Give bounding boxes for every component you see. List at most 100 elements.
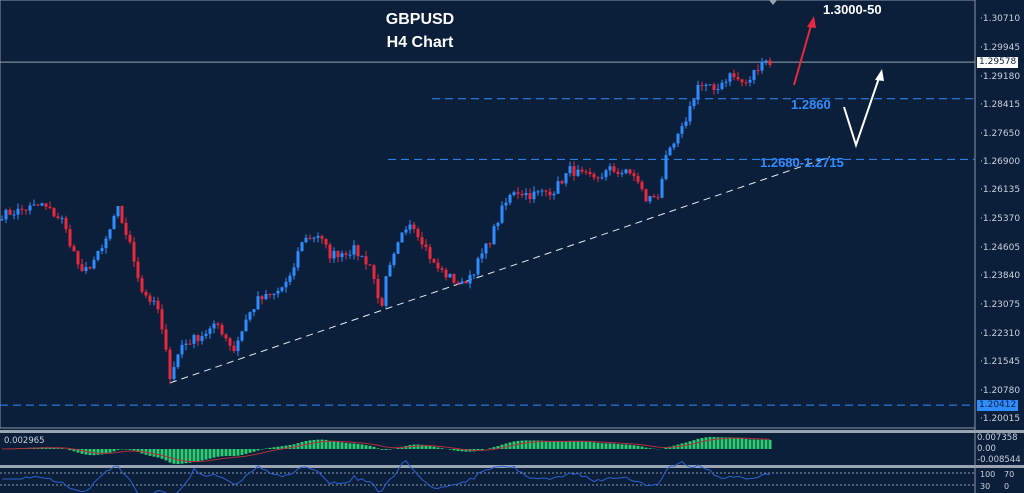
candle-body <box>596 177 600 179</box>
candle-body <box>380 298 384 306</box>
rsi-tick: 30 <box>980 482 991 491</box>
candle-body <box>304 237 308 243</box>
candle-body <box>412 224 416 229</box>
candle-body <box>416 228 420 238</box>
candle-body <box>672 143 676 148</box>
candle-body <box>764 60 768 62</box>
candle-body <box>564 173 568 184</box>
candle-body <box>152 300 156 302</box>
candle-body <box>120 206 124 223</box>
y-tick-label: ·1.21545 <box>980 357 1021 368</box>
y-tick-label: ·1.20780 <box>980 385 1021 396</box>
candle-body <box>136 261 140 279</box>
candle-body <box>256 296 260 310</box>
y-tick-label: ·1.22310 <box>980 328 1021 339</box>
candle-body <box>504 202 508 206</box>
candle-body <box>544 190 548 192</box>
candle-body <box>580 169 584 172</box>
candle-body <box>44 203 48 207</box>
chart-title: GBPUSD <box>385 11 455 28</box>
candle-body <box>240 331 244 341</box>
trendline <box>169 156 831 384</box>
candle-body <box>620 173 624 175</box>
candle-body <box>260 296 264 300</box>
candle-body <box>732 73 736 78</box>
candle-body <box>548 191 552 196</box>
candle-body <box>472 274 476 276</box>
rsi-line <box>2 459 771 493</box>
candle-body <box>712 84 716 90</box>
candle-body <box>220 324 224 335</box>
candle-body <box>40 203 44 206</box>
candle-body <box>436 262 440 269</box>
candle-body <box>324 238 328 245</box>
candle-body <box>312 237 316 239</box>
candle-body <box>696 84 700 100</box>
candle-body <box>484 243 488 254</box>
candle-body <box>252 309 256 313</box>
candle-body <box>612 166 616 172</box>
candle-body <box>500 205 504 223</box>
candle-body <box>684 121 688 126</box>
candle-body <box>432 259 436 263</box>
candle-body <box>400 232 404 243</box>
y-tick-label: ·1.20015 <box>980 414 1021 425</box>
candle-body <box>148 295 152 302</box>
candle-body <box>536 191 540 193</box>
candle-body <box>736 77 740 80</box>
candle-body <box>384 276 388 306</box>
candle-body <box>92 259 96 269</box>
candle-body <box>560 181 564 184</box>
candle-body <box>768 60 772 65</box>
rsi-tick: 100 <box>980 470 996 479</box>
candle-body <box>676 133 680 144</box>
y-tick-label: ·1.30710 <box>980 14 1021 25</box>
candle-body <box>300 242 304 252</box>
candle-body <box>140 278 144 292</box>
level-price-tag: 1.20412 <box>977 399 1019 411</box>
candle-body <box>288 275 292 282</box>
candle-body <box>108 229 112 239</box>
candle-body <box>516 192 520 194</box>
current-price-tag: 1.29578 <box>977 56 1019 68</box>
candle-body <box>464 281 468 284</box>
price-pane-frame <box>0 0 976 429</box>
candle-body <box>604 170 608 178</box>
y-tick-label: ·1.29945 <box>980 42 1021 53</box>
candle-body <box>664 155 668 180</box>
candle-body <box>708 84 712 86</box>
candle-body <box>616 171 620 174</box>
candle-body <box>236 340 240 352</box>
candle-body <box>496 222 500 227</box>
candle-body <box>476 258 480 275</box>
candle-body <box>520 193 524 196</box>
candle-body <box>156 300 160 310</box>
y-tick-label: ·1.26135 <box>980 185 1021 196</box>
candle-body <box>460 281 464 284</box>
candle-body <box>352 245 356 255</box>
candle-body <box>692 99 696 107</box>
candle-body <box>56 216 60 219</box>
candle-body <box>104 238 108 249</box>
candle-body <box>176 354 180 368</box>
candle-body <box>180 344 184 355</box>
candle-body <box>452 273 456 283</box>
rsi-tick: 70 <box>1004 470 1015 479</box>
candle-body <box>588 171 592 175</box>
candle-body <box>20 208 24 210</box>
candle-body <box>720 82 724 89</box>
y-tick-label: ·1.25370 <box>980 214 1021 225</box>
candle-body <box>284 281 288 288</box>
candle-body <box>576 169 580 176</box>
candle-body <box>80 264 84 272</box>
candle-body <box>332 250 336 259</box>
v-arrow-white <box>843 74 881 149</box>
candle-body <box>216 323 220 325</box>
candle-body <box>348 254 352 256</box>
candle-body <box>404 229 408 233</box>
candle-body <box>680 125 684 134</box>
candle-body <box>232 345 236 352</box>
candle-body <box>200 336 204 342</box>
macd-tick: -0.008544 <box>977 455 1021 465</box>
